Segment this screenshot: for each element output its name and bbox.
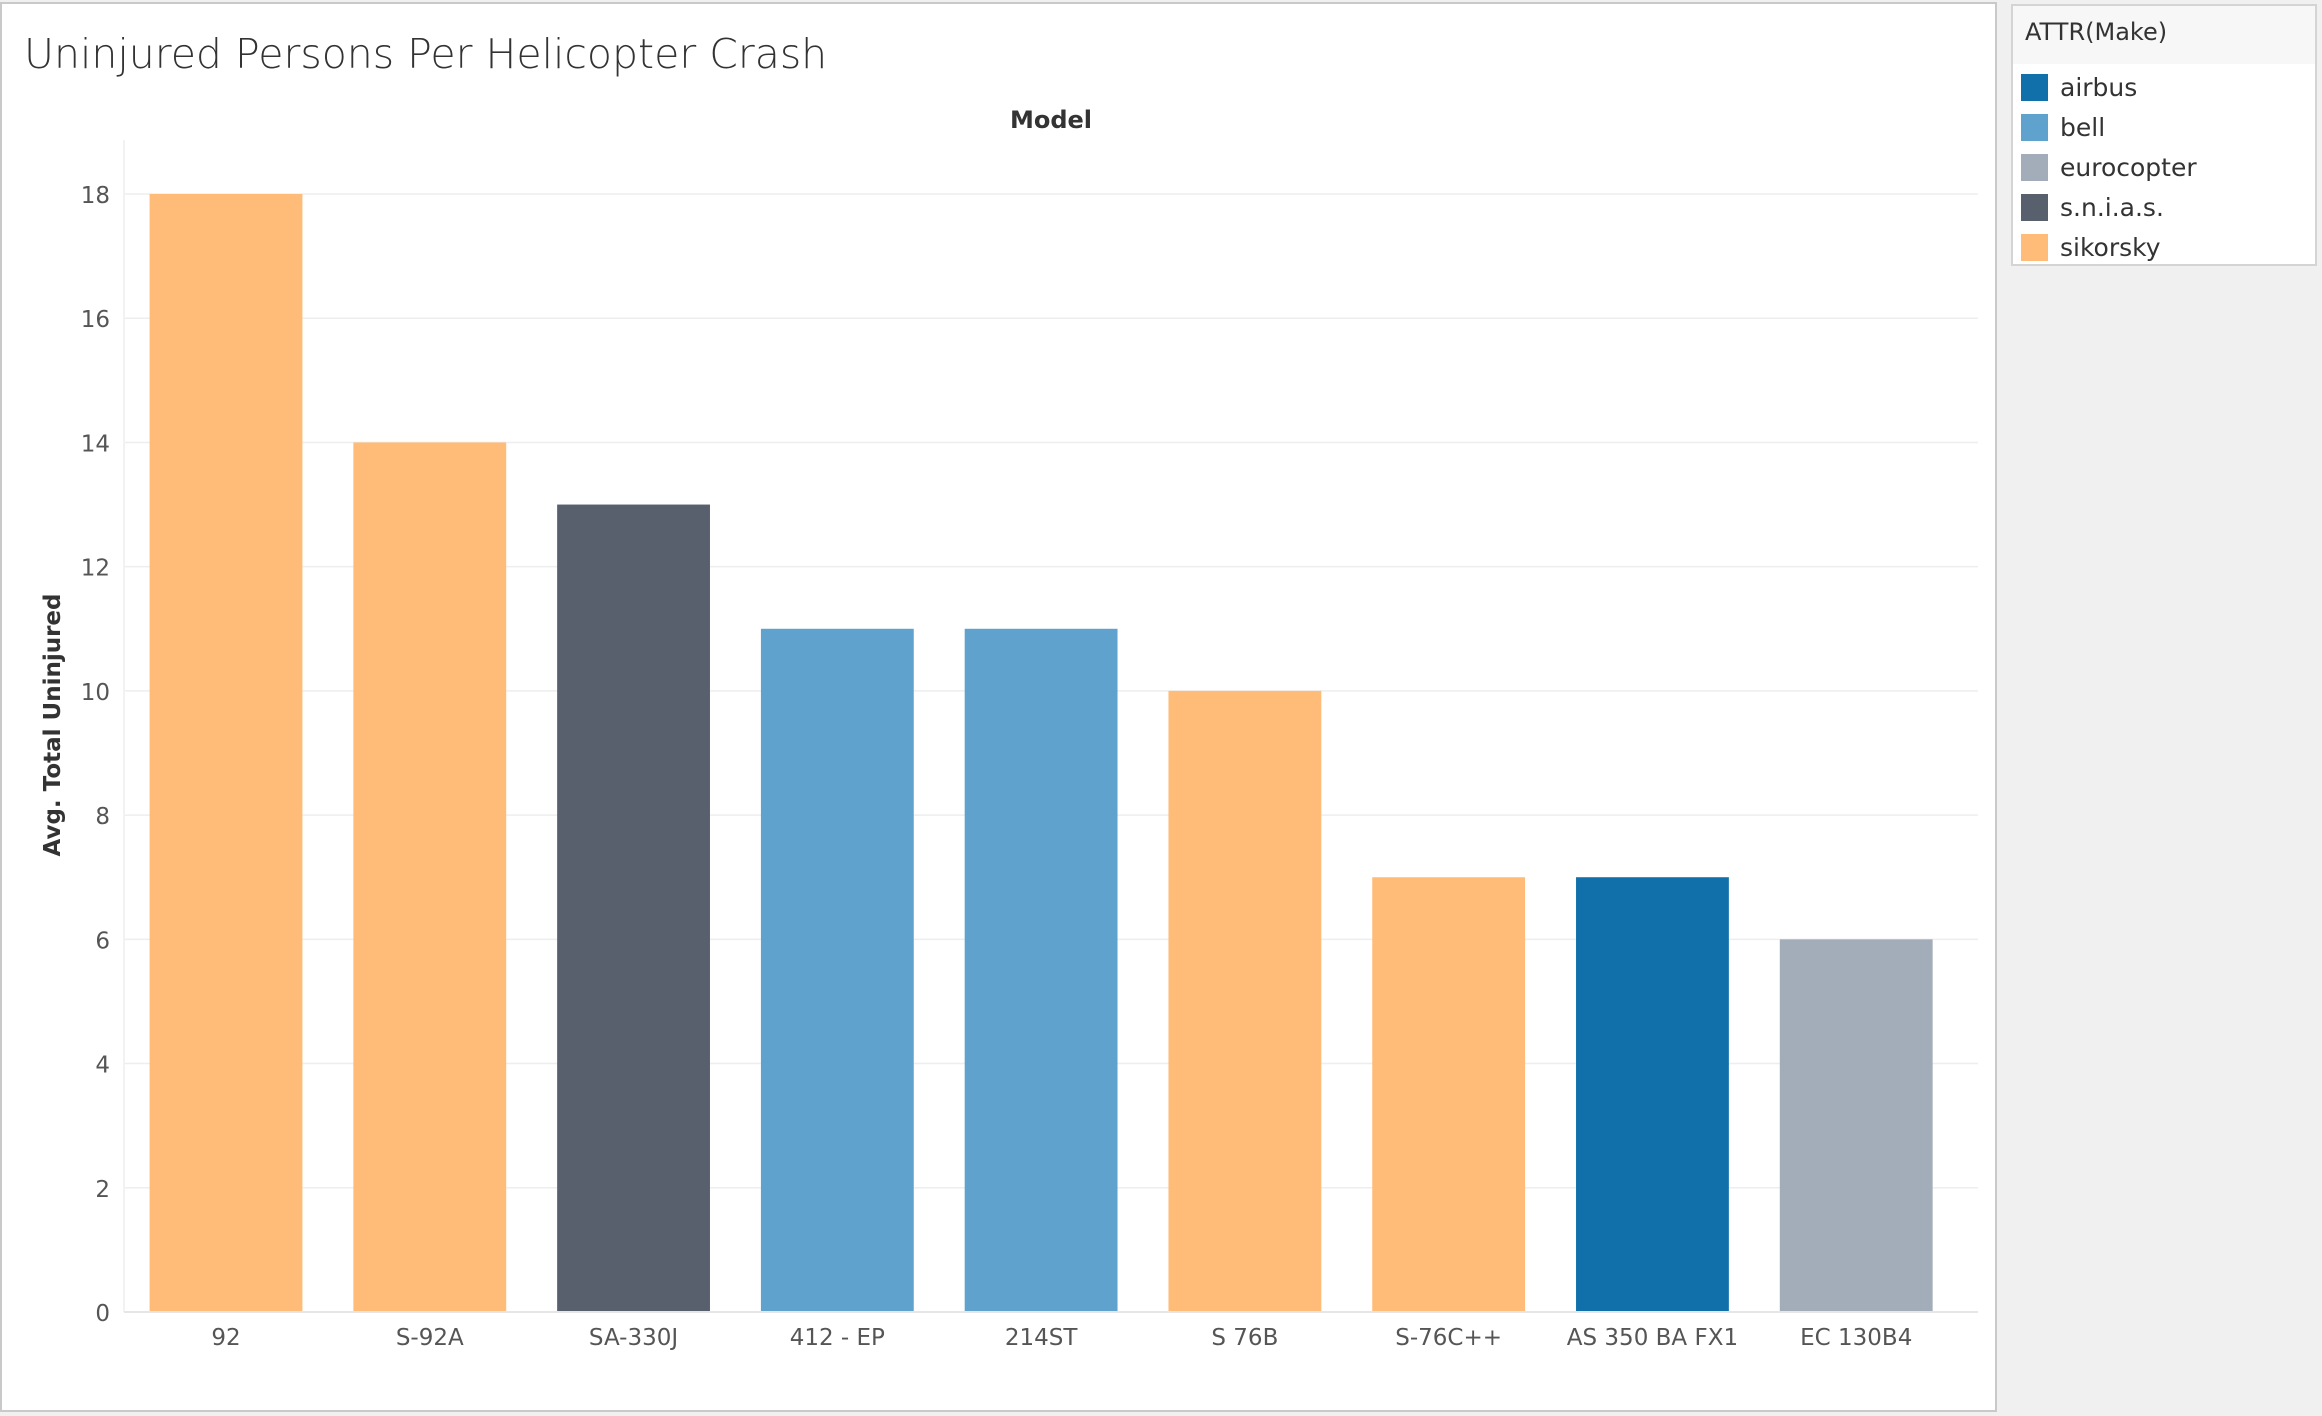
y-tick-label: 2 bbox=[95, 1177, 110, 1203]
column-header: Model bbox=[1010, 106, 1092, 134]
legend-header bbox=[2013, 6, 2315, 64]
legend-swatch bbox=[2021, 153, 2048, 181]
bar-s-76c[interactable] bbox=[1372, 877, 1526, 1312]
y-axis-label: Avg. Total Uninjured bbox=[40, 594, 66, 857]
legend-label: s.n.i.a.s. bbox=[2060, 192, 2164, 222]
x-tick-label: 214ST bbox=[1005, 1325, 1078, 1351]
y-tick-label: 14 bbox=[81, 431, 110, 457]
legend-label: sikorsky bbox=[2060, 232, 2161, 262]
legend-swatch bbox=[2021, 113, 2048, 141]
y-tick-label: 4 bbox=[95, 1053, 110, 1079]
legend-swatch bbox=[2021, 233, 2048, 261]
y-tick-label: 10 bbox=[81, 680, 110, 706]
y-tick-label: 6 bbox=[95, 928, 110, 954]
legend-label: airbus bbox=[2060, 72, 2138, 102]
x-tick-label: AS 350 BA FX1 bbox=[1567, 1325, 1738, 1351]
chart-title: Uninjured Persons Per Helicopter Crash bbox=[24, 30, 828, 78]
x-tick-labels: 92 S-92A SA-330J 412 - EP 214ST S 76B S-76C++ A… bbox=[211, 1325, 1912, 1351]
y-tick-label: 8 bbox=[95, 804, 110, 830]
y-tick-label: 12 bbox=[81, 556, 110, 582]
legend-item-s-n-i-a-s[interactable]: s.n.i.a.s. bbox=[2021, 192, 2164, 222]
x-tick-label: EC 130B4 bbox=[1800, 1325, 1912, 1351]
legend[interactable]: ATTR(Make) airbus bell eurocopter s.n.i.a.s… bbox=[2011, 4, 2317, 266]
bar-412-ep[interactable] bbox=[760, 628, 914, 1312]
y-tick-label: 18 bbox=[81, 183, 110, 209]
y-tick-label: 0 bbox=[95, 1301, 110, 1327]
x-tick-label: 92 bbox=[211, 1325, 240, 1351]
x-tick-label: S-92A bbox=[396, 1325, 464, 1351]
legend-item-sikorsky[interactable]: sikorsky bbox=[2021, 232, 2161, 262]
bar-214st[interactable] bbox=[964, 628, 1118, 1312]
y-tick-labels: 0 2 4 6 8 10 12 14 16 18 bbox=[81, 183, 110, 1327]
legend-item-bell[interactable]: bell bbox=[2021, 112, 2105, 142]
legend-label: eurocopter bbox=[2060, 152, 2197, 182]
legend-swatch bbox=[2021, 73, 2048, 101]
y-tick-label: 16 bbox=[81, 307, 110, 333]
legend-swatch bbox=[2021, 193, 2048, 221]
bar-ec-130b4[interactable] bbox=[1779, 939, 1933, 1312]
bar-chart: 0 2 4 6 8 10 12 14 16 18 92 S-92A SA-330J 412 - EP 21… bbox=[40, 106, 1978, 1351]
legend-item-eurocopter[interactable]: eurocopter bbox=[2021, 152, 2197, 182]
legend-title: ATTR(Make) bbox=[2025, 18, 2168, 46]
bar-as-350-ba-fx1[interactable] bbox=[1576, 877, 1729, 1312]
bar-92[interactable] bbox=[149, 194, 303, 1312]
legend-label: bell bbox=[2060, 112, 2106, 142]
x-tick-label: S-76C++ bbox=[1395, 1325, 1502, 1351]
x-tick-label: SA-330J bbox=[589, 1325, 678, 1351]
x-tick-label: S 76B bbox=[1211, 1325, 1278, 1351]
bars bbox=[149, 194, 1933, 1312]
bar-s-92a[interactable] bbox=[353, 442, 507, 1312]
legend-item-airbus[interactable]: airbus bbox=[2021, 72, 2137, 102]
bar-sa-330j[interactable] bbox=[557, 504, 710, 1312]
bar-s-76b[interactable] bbox=[1168, 690, 1322, 1312]
x-tick-label: 412 - EP bbox=[790, 1325, 885, 1351]
